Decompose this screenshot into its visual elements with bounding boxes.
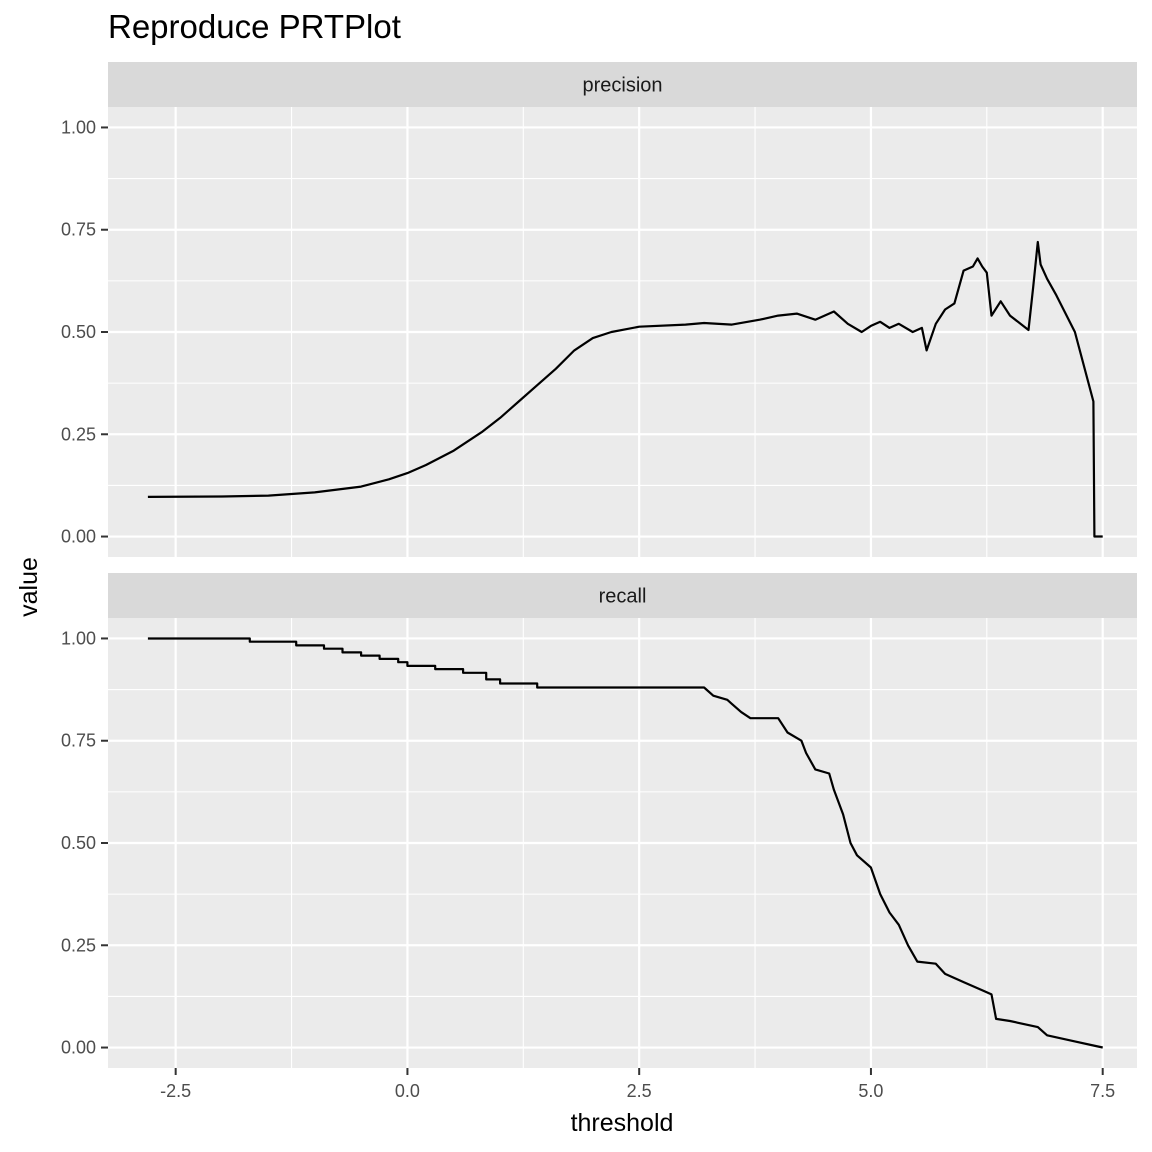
- x-tick-label: 7.5: [1090, 1081, 1115, 1101]
- facet-strip-recall: [108, 573, 1137, 618]
- x-axis-title: threshold: [571, 1109, 674, 1137]
- y-tick-label: 0.25: [61, 424, 96, 444]
- y-tick-label: 0.75: [61, 731, 96, 751]
- series-line-precision: [147, 240, 1103, 538]
- y-tick-label: 0.25: [61, 935, 96, 955]
- x-tick-label: -2.5: [160, 1081, 191, 1101]
- y-tick-label: 0.50: [61, 322, 96, 342]
- facet-strip-label-recall: recall: [599, 586, 647, 608]
- y-tick-label: 0.50: [61, 833, 96, 853]
- facet-strip-precision: [108, 62, 1137, 107]
- y-tick-label: 0.00: [61, 1038, 96, 1058]
- facet-strip-label-precision: precision: [582, 75, 662, 97]
- y-tick-label: 1.00: [61, 117, 96, 137]
- series-line-recall: [147, 637, 1103, 1049]
- chart-title: Reproduce PRTPlot: [108, 8, 401, 45]
- x-tick-label: 0.0: [395, 1081, 420, 1101]
- y-tick-label: 0.75: [61, 220, 96, 240]
- y-tick-label: 0.00: [61, 527, 96, 547]
- facet-recall: recall 0.00 0.25 0.50 0.75 1.00: [61, 573, 1137, 1068]
- x-tick-label: 2.5: [627, 1081, 652, 1101]
- x-tick-label: 5.0: [858, 1081, 883, 1101]
- y-tick-label: 1.00: [61, 628, 96, 648]
- y-axis-title: value: [15, 557, 43, 617]
- facet-precision: precision 0.00 0.25 0.50 0.75 1.00: [61, 62, 1137, 557]
